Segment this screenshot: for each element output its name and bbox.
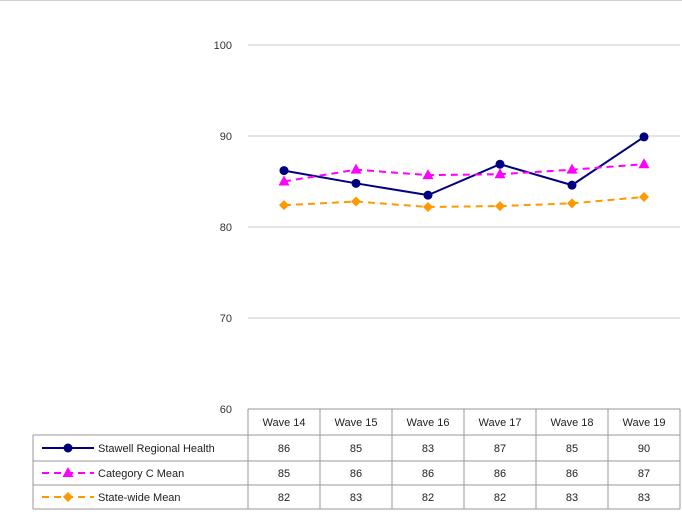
legend-entry: State-wide Mean — [42, 492, 181, 504]
data-point — [278, 175, 290, 186]
data-table: Wave 14 Wave 15 Wave 16 Wave 17 Wave 18 Wave … — [32, 408, 681, 510]
y-tick-label: 100 — [214, 40, 232, 52]
table-value: 87 — [638, 468, 650, 480]
data-point — [639, 191, 649, 202]
x-category-label: Wave 17 — [478, 417, 521, 429]
table-value: 86 — [422, 468, 434, 480]
data-point — [567, 198, 577, 209]
data-point — [62, 467, 74, 477]
series-line — [283, 195, 645, 208]
series-line — [283, 136, 645, 197]
table-value: 86 — [566, 468, 578, 480]
x-category-label: Wave 18 — [550, 417, 593, 429]
table-value: 86 — [278, 443, 290, 455]
data-point — [279, 200, 289, 211]
table-value: 85 — [278, 468, 290, 480]
data-point — [422, 169, 434, 180]
legend-label: Stawell Regional Health — [98, 443, 215, 455]
data-point — [495, 201, 505, 212]
data-point — [639, 132, 649, 142]
data-point — [423, 201, 433, 212]
data-point — [494, 168, 506, 179]
y-tick-label: 70 — [220, 313, 232, 325]
table-value: 83 — [422, 443, 434, 455]
data-point — [63, 443, 73, 453]
series-1 — [279, 132, 649, 200]
y-tick-label: 90 — [220, 131, 232, 143]
table-value: 83 — [566, 492, 578, 504]
series-line — [283, 163, 645, 183]
table-value: 82 — [422, 492, 434, 504]
table-value: 83 — [350, 492, 362, 504]
x-category-label: Wave 16 — [406, 417, 449, 429]
table-value: 90 — [638, 443, 650, 455]
legend-entry: Category C Mean — [42, 467, 184, 480]
legend-entry: Stawell Regional Health — [42, 443, 215, 455]
series-3 — [279, 191, 649, 212]
data-point — [63, 492, 73, 502]
data-point — [350, 163, 362, 174]
x-category-label: Wave 19 — [622, 417, 665, 429]
y-tick-label: 80 — [220, 222, 232, 234]
table-value: 82 — [494, 492, 506, 504]
table-value: 85 — [350, 443, 362, 455]
data-point — [638, 158, 650, 169]
y-axis-tick-labels: 60 70 80 90 100 — [214, 40, 232, 416]
data-point — [351, 178, 361, 188]
table-value: 82 — [278, 492, 290, 504]
table-value: 85 — [566, 443, 578, 455]
series-2 — [278, 158, 650, 186]
series-lines — [278, 132, 650, 212]
data-point — [279, 166, 289, 176]
x-category-label: Wave 14 — [262, 417, 305, 429]
data-point — [495, 159, 505, 169]
data-point — [351, 196, 361, 207]
data-point — [566, 163, 578, 174]
table-value: 86 — [350, 468, 362, 480]
table-value: 86 — [494, 468, 506, 480]
x-category-label: Wave 15 — [334, 417, 377, 429]
grid-lines — [248, 44, 680, 319]
data-point — [423, 190, 433, 200]
y-tick-label: 60 — [220, 404, 232, 416]
table-value: 87 — [494, 443, 506, 455]
legend-label: Category C Mean — [98, 468, 184, 480]
table-value: 83 — [638, 492, 650, 504]
data-point — [567, 180, 577, 190]
legend-label: State-wide Mean — [98, 492, 181, 504]
